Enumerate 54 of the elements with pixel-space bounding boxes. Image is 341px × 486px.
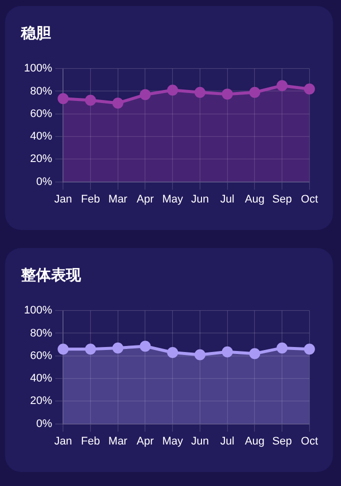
x-tick-label: Aug: [244, 435, 264, 448]
point: [167, 84, 178, 96]
x-tick-label: Aug: [244, 193, 264, 206]
x-tick-label: Jul: [220, 193, 234, 206]
point: [194, 349, 206, 360]
point: [222, 88, 233, 100]
point: [140, 340, 151, 352]
x-tick-label: Jun: [191, 435, 209, 448]
x-tick-label: Mar: [108, 435, 128, 448]
point: [140, 89, 151, 100]
y-tick-label: 80%: [30, 327, 52, 340]
chart-title: 稳胆: [21, 24, 52, 43]
y-tick-label: 20%: [30, 153, 52, 166]
point: [58, 344, 69, 355]
point: [58, 93, 69, 104]
point: [276, 342, 288, 354]
chart-title: 整体表现: [21, 266, 82, 285]
y-tick-label: 60%: [30, 350, 52, 362]
point: [85, 94, 96, 106]
y-tick-label: 60%: [30, 108, 52, 120]
x-tick-label: Apr: [136, 193, 154, 206]
x-tick-label: Jun: [191, 193, 209, 206]
point: [85, 344, 96, 355]
y-tick-label: 0%: [36, 418, 52, 430]
y-tick-label: 80%: [30, 85, 52, 98]
point: [276, 80, 288, 92]
y-tick-label: 100%: [24, 304, 52, 317]
x-tick-label: May: [162, 435, 184, 448]
point: [249, 86, 260, 98]
y-tick-label: 100%: [24, 62, 52, 75]
point: [112, 98, 124, 109]
point: [112, 342, 124, 354]
y-tick-label: 20%: [30, 395, 52, 408]
x-tick-label: Feb: [81, 435, 100, 448]
point: [249, 348, 260, 360]
point: [304, 83, 315, 94]
x-tick-label: Feb: [81, 193, 100, 206]
point: [304, 344, 315, 355]
y-tick-label: 40%: [30, 130, 52, 143]
x-tick-label: Jan: [54, 435, 72, 448]
x-tick-label: Oct: [300, 193, 318, 206]
x-tick-label: Apr: [136, 435, 154, 448]
point: [167, 346, 178, 358]
x-tick-label: Jan: [54, 193, 72, 206]
x-tick-label: Mar: [108, 193, 128, 206]
point: [194, 86, 206, 98]
point: [222, 346, 233, 358]
x-tick-label: May: [162, 193, 184, 206]
y-tick-label: 0%: [36, 176, 52, 188]
x-tick-label: Sep: [272, 435, 292, 448]
x-tick-label: Sep: [272, 193, 292, 206]
x-tick-label: Jul: [220, 435, 234, 448]
y-tick-label: 40%: [30, 372, 52, 385]
x-tick-label: Oct: [300, 435, 318, 448]
